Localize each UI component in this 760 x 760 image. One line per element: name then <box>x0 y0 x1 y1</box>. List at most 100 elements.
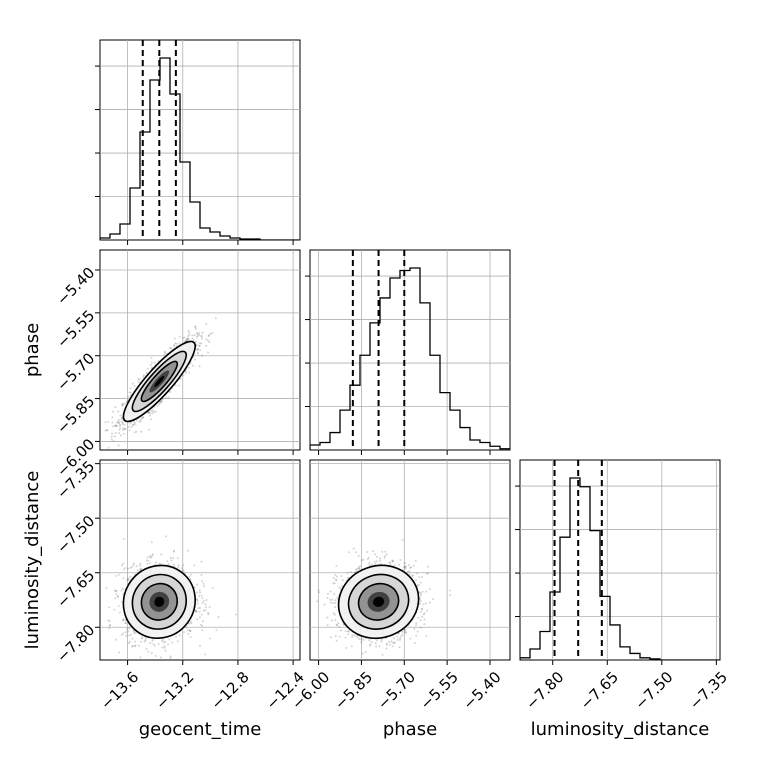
sample-point <box>122 618 125 621</box>
scatter-panel-geocent-time-phase <box>99 249 301 455</box>
sample-point <box>391 559 394 562</box>
sample-point <box>117 573 120 576</box>
sample-point <box>354 570 357 573</box>
sample-point <box>384 550 387 553</box>
sample-point <box>323 603 326 606</box>
sample-point <box>389 561 392 564</box>
sample-point <box>417 616 420 619</box>
sample-point <box>148 411 151 413</box>
sample-point <box>197 347 200 350</box>
sample-point <box>127 395 130 398</box>
sample-point <box>329 598 332 601</box>
sample-point <box>201 580 204 583</box>
sample-point <box>130 566 133 569</box>
sample-point <box>418 576 421 579</box>
sample-point <box>127 630 130 633</box>
sample-point <box>347 630 350 633</box>
sample-point <box>128 640 131 643</box>
sample-point <box>197 333 200 336</box>
sample-point <box>333 613 336 616</box>
sample-point <box>208 341 211 344</box>
sample-point <box>168 638 171 641</box>
sample-point <box>383 555 386 558</box>
scatter-phase-luminosity-distance <box>316 539 452 656</box>
sample-point <box>145 648 148 650</box>
histogram-phase <box>310 250 510 450</box>
sample-point <box>403 630 406 633</box>
sample-point <box>153 644 156 647</box>
sample-point <box>334 599 337 602</box>
sample-point <box>333 582 336 585</box>
sample-point <box>122 427 125 430</box>
hist-panel-luminosity-distance <box>519 459 721 661</box>
sample-point <box>200 342 203 345</box>
sample-point <box>112 425 115 428</box>
sample-point <box>355 551 358 554</box>
sample-point <box>113 435 116 438</box>
sample-point <box>351 634 354 637</box>
sample-point <box>404 565 406 568</box>
sample-point <box>198 610 201 613</box>
sample-point <box>194 358 196 361</box>
sample-point <box>201 620 204 623</box>
sample-point <box>419 592 422 595</box>
sample-point <box>150 541 153 544</box>
sample-point <box>138 420 141 423</box>
sample-point <box>189 636 192 639</box>
sample-point <box>119 434 122 437</box>
sample-point <box>392 560 395 563</box>
sample-point <box>134 645 136 647</box>
histogram-step-line <box>310 267 510 450</box>
sample-point <box>159 563 162 565</box>
sample-point <box>332 612 335 615</box>
sample-point <box>147 411 150 414</box>
sample-point <box>427 572 430 574</box>
sample-point <box>123 423 126 426</box>
sample-point <box>332 601 335 604</box>
sample-point <box>180 567 183 570</box>
sample-point <box>400 635 403 638</box>
sample-point <box>134 632 137 635</box>
sample-point <box>407 564 410 567</box>
sample-point <box>362 639 365 641</box>
sample-point <box>122 403 125 406</box>
sample-point <box>151 412 154 415</box>
sample-point <box>161 398 164 401</box>
sample-point <box>185 339 188 342</box>
sample-point <box>336 624 338 627</box>
sample-point <box>357 567 360 570</box>
sample-point <box>151 361 153 364</box>
sample-point <box>135 565 138 568</box>
sample-point <box>127 567 129 570</box>
sample-point <box>401 633 404 636</box>
sample-point <box>202 599 205 602</box>
sample-point <box>124 619 127 622</box>
sample-point <box>370 640 373 643</box>
sample-point <box>199 645 201 647</box>
sample-point <box>335 579 338 582</box>
sample-point <box>403 566 405 569</box>
sample-point <box>124 428 127 430</box>
sample-point <box>186 629 189 632</box>
sample-point <box>214 317 217 320</box>
sample-point <box>152 643 155 646</box>
sample-point <box>114 575 117 577</box>
sample-point <box>385 642 388 645</box>
sample-point <box>404 631 407 634</box>
sample-point <box>335 578 337 581</box>
sample-point <box>189 630 192 633</box>
sample-point <box>99 453 101 455</box>
sample-point <box>200 594 203 597</box>
sample-point <box>178 335 181 338</box>
sample-point <box>191 364 194 367</box>
sample-point <box>376 555 379 558</box>
sample-point <box>416 584 419 587</box>
sample-point <box>340 575 343 577</box>
sample-point <box>129 387 132 390</box>
sample-point <box>135 419 138 422</box>
sample-point <box>393 642 396 645</box>
sample-point <box>169 346 172 349</box>
sample-point <box>199 591 201 594</box>
sample-point <box>121 587 124 590</box>
